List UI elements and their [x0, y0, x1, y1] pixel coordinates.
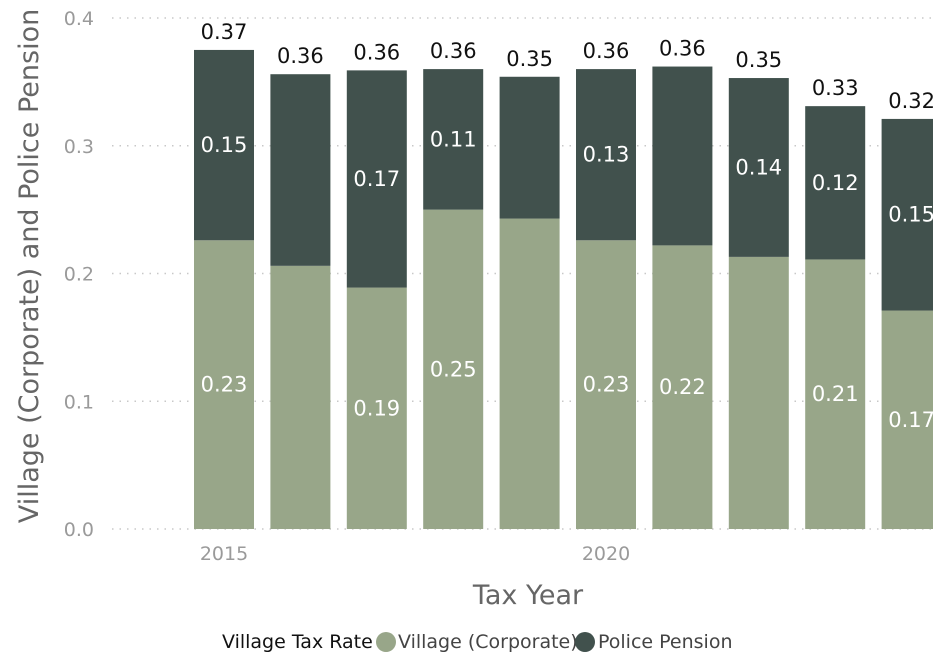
x-tick-label: 2015 — [200, 543, 248, 565]
bar-segment-village-corporate — [194, 240, 254, 529]
bar-segment-police-pension — [270, 74, 331, 266]
bar-total-label: 0.36 — [659, 37, 706, 61]
data-labels: 0.23 0.15 0.37 0.36 0.19 0.17 0.36 0.25 0.11 0.36… — [201, 20, 933, 432]
segment-value-label: 0.23 — [201, 373, 248, 397]
bar-total-label: 0.35 — [735, 48, 782, 72]
bar-segment-village-corporate — [805, 259, 866, 529]
bar-segment-village-corporate — [423, 209, 484, 529]
bar-segment-village-corporate — [270, 265, 331, 529]
bar-segment-police-pension — [805, 106, 866, 260]
legend: Village Tax Rate Village (Corporate) Pol… — [222, 631, 733, 653]
bar-segment-police-pension — [346, 70, 407, 288]
bar-segment-police-pension — [652, 66, 713, 246]
segment-value-label: 0.22 — [659, 375, 706, 399]
segment-value-label: 0.21 — [812, 382, 859, 406]
x-axis-ticks: 2015 2020 — [200, 543, 630, 565]
segment-value-label: 0.12 — [812, 171, 859, 195]
bar-segment-village-corporate — [881, 310, 933, 529]
x-tick-label: 2020 — [582, 543, 630, 565]
bar-segment-village-corporate — [652, 245, 713, 529]
bar-total-label: 0.36 — [353, 40, 400, 64]
bar-total-label: 0.36 — [583, 39, 630, 63]
y-axis-title: Village (Corporate) and Police Pension — [14, 9, 45, 523]
segment-value-label: 0.14 — [735, 155, 782, 179]
bar-total-label: 0.36 — [277, 44, 324, 68]
bar-segment-police-pension — [881, 118, 933, 311]
segment-value-label: 0.25 — [430, 357, 477, 381]
segment-value-label: 0.17 — [353, 167, 400, 191]
y-tick-label: 0.3 — [64, 136, 94, 158]
bar-total-label: 0.35 — [506, 47, 553, 71]
bar-segment-police-pension — [499, 76, 560, 219]
bar-segment-village-corporate — [728, 256, 789, 529]
segment-value-label: 0.15 — [201, 133, 248, 157]
segment-value-label: 0.11 — [430, 127, 477, 151]
bar-segment-police-pension — [194, 49, 254, 241]
bar-total-label: 0.33 — [812, 76, 859, 100]
bar-segment-police-pension — [423, 69, 484, 210]
legend-swatch-village-corporate — [376, 632, 396, 652]
y-tick-label: 0.4 — [64, 8, 94, 30]
legend-title: Village Tax Rate — [222, 631, 373, 653]
segment-value-label: 0.19 — [353, 396, 400, 420]
y-axis-ticks: 0.0 0.1 0.2 0.3 0.4 — [64, 8, 94, 541]
bar-total-label: 0.36 — [430, 39, 477, 63]
segment-value-label: 0.13 — [583, 143, 630, 167]
bar-total-label: 0.32 — [888, 89, 933, 113]
bars — [194, 49, 933, 529]
y-tick-label: 0.2 — [64, 264, 94, 286]
segment-value-label: 0.23 — [583, 373, 630, 397]
segment-value-label: 0.15 — [888, 203, 933, 227]
bar-segment-police-pension — [728, 78, 789, 257]
bar-segment-village-corporate — [576, 240, 636, 529]
bar-segment-village-corporate — [499, 218, 560, 529]
y-tick-label: 0.0 — [64, 519, 94, 541]
bar-segment-village-corporate — [346, 287, 407, 529]
bar-segment-police-pension — [576, 69, 636, 241]
segment-value-label: 0.17 — [888, 408, 933, 432]
legend-label-police-pension: Police Pension — [598, 631, 733, 653]
legend-swatch-police-pension — [575, 632, 595, 652]
x-axis-title: Tax Year — [472, 580, 584, 611]
bar-total-label: 0.37 — [201, 20, 248, 44]
legend-label-village-corporate: Village (Corporate) — [398, 631, 578, 653]
y-tick-label: 0.1 — [64, 391, 94, 413]
